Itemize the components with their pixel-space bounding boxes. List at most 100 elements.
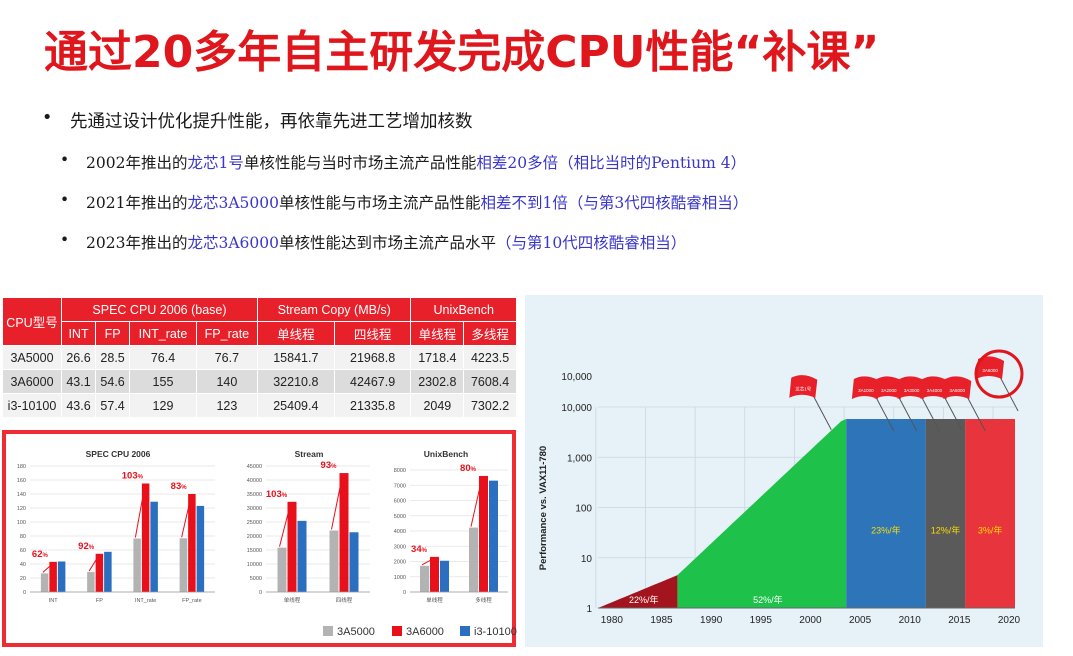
table-cell: 21968.8 bbox=[333, 345, 412, 370]
table-cell: 1718.4 bbox=[410, 345, 465, 370]
area-segment bbox=[677, 419, 847, 608]
table-cell: 129 bbox=[129, 393, 197, 418]
bullet-text: 2023年推出的 bbox=[86, 234, 188, 252]
table-cell: 25409.4 bbox=[256, 393, 335, 418]
growth-annotation: 80% bbox=[460, 463, 477, 474]
flag-label: 3A1000 bbox=[858, 388, 874, 393]
bar bbox=[297, 520, 307, 592]
area-segment bbox=[846, 419, 926, 608]
bar bbox=[420, 565, 429, 592]
table-subheader: FP_rate bbox=[195, 321, 258, 346]
y-tick-label: 80 bbox=[20, 534, 26, 540]
bar bbox=[150, 501, 158, 592]
legend-swatch bbox=[323, 626, 333, 636]
table-cell: 7608.4 bbox=[463, 369, 517, 394]
table-cell: 28.5 bbox=[95, 345, 131, 370]
y-tick-label: 5000 bbox=[250, 576, 262, 582]
legend-label: i3-10100 bbox=[474, 626, 517, 638]
growth-number: 62 bbox=[32, 549, 43, 560]
growth-unit: % bbox=[471, 467, 477, 473]
growth-rate-label: 3%/年 bbox=[978, 525, 1003, 536]
y-tick-label: 0 bbox=[403, 590, 406, 596]
y-tick-label: 10000 bbox=[247, 562, 262, 568]
y-tick-label: 3000 bbox=[394, 544, 406, 550]
x-tick-label: INT bbox=[49, 598, 59, 604]
y-tick-label: 30000 bbox=[247, 506, 262, 512]
y-tick-label: 6000 bbox=[394, 499, 406, 505]
growth-rate-label: 52%/年 bbox=[753, 594, 783, 605]
bullet-text: 单核性能与市场主流产品性能 bbox=[278, 194, 481, 212]
y-tick-label: 5000 bbox=[394, 514, 406, 520]
bar bbox=[87, 572, 95, 592]
x-tick-label: INT_rate bbox=[135, 598, 156, 604]
area-segment bbox=[965, 419, 1015, 608]
y-tick-label: 4000 bbox=[394, 529, 406, 535]
flag-label: 3A2000 bbox=[881, 388, 897, 393]
x-tick-label: 1980 bbox=[601, 615, 624, 626]
bullet-highlight: 相差不到1倍（与第3代四核酷睿相当） bbox=[480, 194, 749, 212]
growth-arrow bbox=[470, 477, 483, 527]
legend-label: 3A5000 bbox=[337, 626, 375, 638]
bullet-highlight: 相差20多倍（相比当时的Pentium 4） bbox=[476, 154, 747, 172]
growth-annotation: 103% bbox=[122, 471, 144, 482]
y-tick-label: 40000 bbox=[247, 478, 262, 484]
bullet-text: 2021年推出的 bbox=[86, 194, 188, 212]
table-cell: 76.4 bbox=[129, 345, 197, 370]
bullet-highlight: 龙芯3A6000 bbox=[187, 234, 279, 252]
bullet-dot: • bbox=[60, 191, 70, 209]
table-cell: 140 bbox=[195, 369, 258, 394]
flag bbox=[874, 376, 903, 399]
growth-number: 92 bbox=[78, 541, 89, 552]
y-tick-label: 25000 bbox=[247, 520, 262, 526]
table-cell: 32210.8 bbox=[256, 369, 335, 394]
y-tick-label: 180 bbox=[17, 464, 26, 470]
y-tick-label: 140 bbox=[17, 492, 26, 498]
growth-annotation: 93% bbox=[321, 460, 338, 471]
table-cell: 7302.2 bbox=[463, 393, 517, 418]
table-cell: 76.7 bbox=[195, 345, 258, 370]
table-cell: 43.6 bbox=[60, 393, 97, 418]
y-tick-label: 15000 bbox=[247, 548, 262, 554]
legend-item: i3-10100 bbox=[460, 626, 517, 638]
growth-annotation: 92% bbox=[78, 541, 95, 552]
table-subheader: FP bbox=[95, 321, 131, 346]
flag bbox=[976, 356, 1005, 379]
x-tick-label: 2005 bbox=[849, 615, 872, 626]
flag bbox=[897, 376, 926, 399]
y-tick-label: 1 bbox=[586, 604, 592, 615]
legend-label: 3A6000 bbox=[406, 626, 444, 638]
bar bbox=[469, 527, 478, 592]
table-subheader: INT bbox=[60, 321, 97, 346]
growth-arrow bbox=[42, 563, 53, 573]
growth-rate-label: 23%/年 bbox=[871, 525, 901, 536]
bar bbox=[179, 538, 188, 592]
benchmark-table: CPU型号 SPEC CPU 2006 (base) Stream Copy (… bbox=[2, 297, 517, 418]
bar bbox=[277, 547, 287, 592]
x-tick-label: 单线程 bbox=[284, 596, 301, 604]
table-cell: 21335.8 bbox=[333, 393, 412, 418]
table-cell: 57.4 bbox=[95, 393, 131, 418]
growth-annotation: 34% bbox=[411, 544, 428, 555]
x-tick-label: 1990 bbox=[700, 615, 723, 626]
bullet-highlight: （与第10代四核酷睿相当） bbox=[495, 234, 687, 252]
y-tick-label: 160 bbox=[17, 478, 26, 484]
growth-annotation: 62% bbox=[32, 549, 49, 560]
bar-chart-title: Stream bbox=[295, 449, 324, 459]
flag-label: 龙芯1号 bbox=[795, 386, 812, 393]
growth-unit: % bbox=[422, 548, 428, 554]
x-tick-label: 单线程 bbox=[426, 596, 443, 604]
bullet-dot: • bbox=[42, 108, 53, 128]
bar bbox=[40, 573, 49, 592]
x-tick-label: 四线程 bbox=[336, 596, 353, 604]
growth-unit: % bbox=[89, 545, 95, 551]
legend-item: 3A5000 bbox=[323, 626, 375, 638]
table-subheader: 四线程 bbox=[333, 321, 412, 346]
table-subheader: 单线程 bbox=[256, 321, 335, 346]
flag-label: 3A6000 bbox=[982, 368, 998, 373]
flag bbox=[920, 376, 949, 399]
table-subheader: 多线程 bbox=[463, 321, 517, 346]
area-segment bbox=[598, 575, 678, 608]
table-header-group: UnixBench bbox=[410, 297, 517, 322]
